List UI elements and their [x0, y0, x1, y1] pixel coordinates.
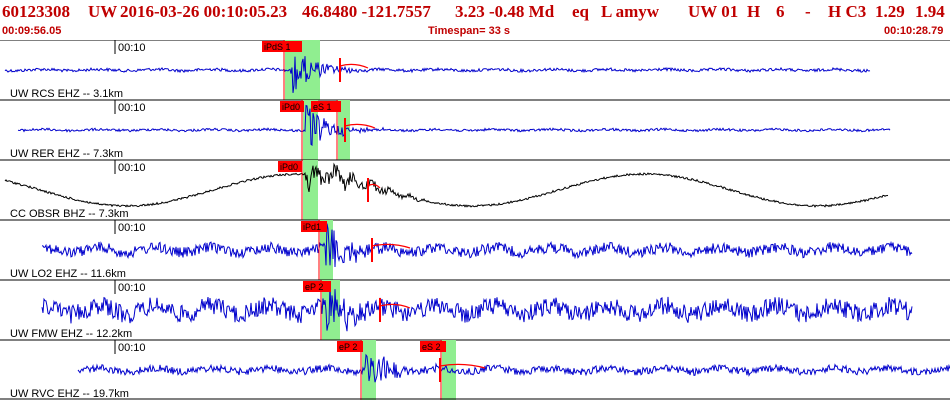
event-header: 60123308 UW 2016-03-26 00:10:05.23 46.84…	[0, 0, 950, 40]
station-label: UW FMW EHZ -- 12.2km	[10, 328, 132, 340]
pick-flag[interactable]	[311, 101, 341, 112]
event-type: eq	[572, 2, 589, 21]
trace-row[interactable]: 00:10 iPd0 CC OBSR BHZ -- 7.3km	[0, 159, 950, 220]
region-code: UW 01	[688, 2, 739, 21]
event-datetime: 2016-03-26 00:10:05.23	[120, 2, 288, 21]
waveform	[41, 282, 913, 332]
end-time: 00:10:28.79	[884, 25, 944, 37]
time-tick-label: 00:10	[118, 162, 146, 174]
seismogram-panel[interactable]: 00:10 iPdS 1 UW RCS EHZ -- 3.1km 00:10 iPd0 e…	[0, 40, 950, 400]
time-tick-label: 00:10	[118, 282, 146, 294]
value-1: 1.29	[875, 2, 905, 21]
pick-flag[interactable]	[337, 341, 363, 352]
event-flags: L amyw	[601, 2, 660, 21]
time-tick-label: 00:10	[118, 42, 146, 54]
trace-row[interactable]: 00:10 iPd0 eS 1 UW RER EHZ -- 7.3km	[0, 99, 950, 160]
coda-fit	[439, 363, 486, 369]
pick-label: iPd0	[280, 162, 298, 172]
pick-flag[interactable]	[303, 281, 331, 292]
station-label: UW RVC EHZ -- 19.7km	[10, 388, 129, 400]
station-label: UW LO2 EHZ -- 11.6km	[10, 268, 126, 280]
pick-label: iPd0	[282, 102, 300, 112]
waveform	[77, 353, 950, 383]
coda-fit	[367, 183, 381, 189]
depth-magnitude: 3.23 -0.48 Md	[455, 2, 555, 21]
quality-code: H	[747, 2, 761, 21]
trace-row[interactable]: 00:10 iPdS 1 UW RCS EHZ -- 3.1km	[0, 40, 950, 100]
class-code: H C3	[828, 2, 867, 21]
station-label: UW RER EHZ -- 7.3km	[10, 148, 123, 160]
pick-window	[442, 340, 456, 400]
pick-flag[interactable]	[280, 101, 304, 112]
pick-label: eS 1	[313, 102, 332, 112]
waveform	[4, 162, 889, 208]
pick-label: eS 2	[422, 342, 441, 352]
time-tick-label: 00:10	[118, 342, 146, 354]
pick-label: eP 2	[305, 282, 323, 292]
pick-flag[interactable]	[420, 341, 446, 352]
trace-row[interactable]: 00:10 iPd1 UW LO2 EHZ -- 11.6km	[0, 219, 950, 280]
time-tick-label: 00:10	[118, 222, 146, 234]
pick-flag[interactable]	[301, 221, 327, 232]
waveform	[4, 56, 871, 93]
event-latlon: 46.8480 -121.7557	[302, 2, 431, 21]
pick-flag[interactable]	[278, 161, 302, 172]
value-2: 1.94	[915, 2, 945, 21]
pick-label: iPd1	[303, 222, 321, 232]
pick-flag[interactable]	[262, 41, 302, 52]
station-label: UW RCS EHZ -- 3.1km	[10, 88, 123, 100]
dash-sep: -	[805, 2, 811, 21]
trace-row[interactable]: 00:10 eP 2 UW FMW EHZ -- 12.2km	[0, 279, 950, 340]
coda-fit	[344, 123, 376, 129]
network-code: UW	[88, 2, 118, 21]
trace-row[interactable]: 00:10 eP 2 eS 2 UW RVC EHZ -- 19.7km	[0, 339, 950, 400]
coda-fit	[371, 243, 411, 249]
waveform	[17, 104, 891, 147]
timespan: Timespan= 33 s	[428, 25, 511, 37]
pick-label: eP 2	[339, 342, 357, 352]
time-tick-label: 00:10	[118, 102, 146, 114]
waveform	[41, 223, 913, 268]
start-time: 00:09:56.05	[2, 25, 62, 37]
event-id: 60123308	[2, 2, 70, 21]
coda-fit	[379, 303, 411, 309]
phase-count: 6	[776, 2, 785, 21]
coda-fit	[339, 63, 369, 69]
station-label: CC OBSR BHZ -- 7.3km	[10, 208, 129, 220]
pick-label: iPdS 1	[264, 42, 291, 52]
